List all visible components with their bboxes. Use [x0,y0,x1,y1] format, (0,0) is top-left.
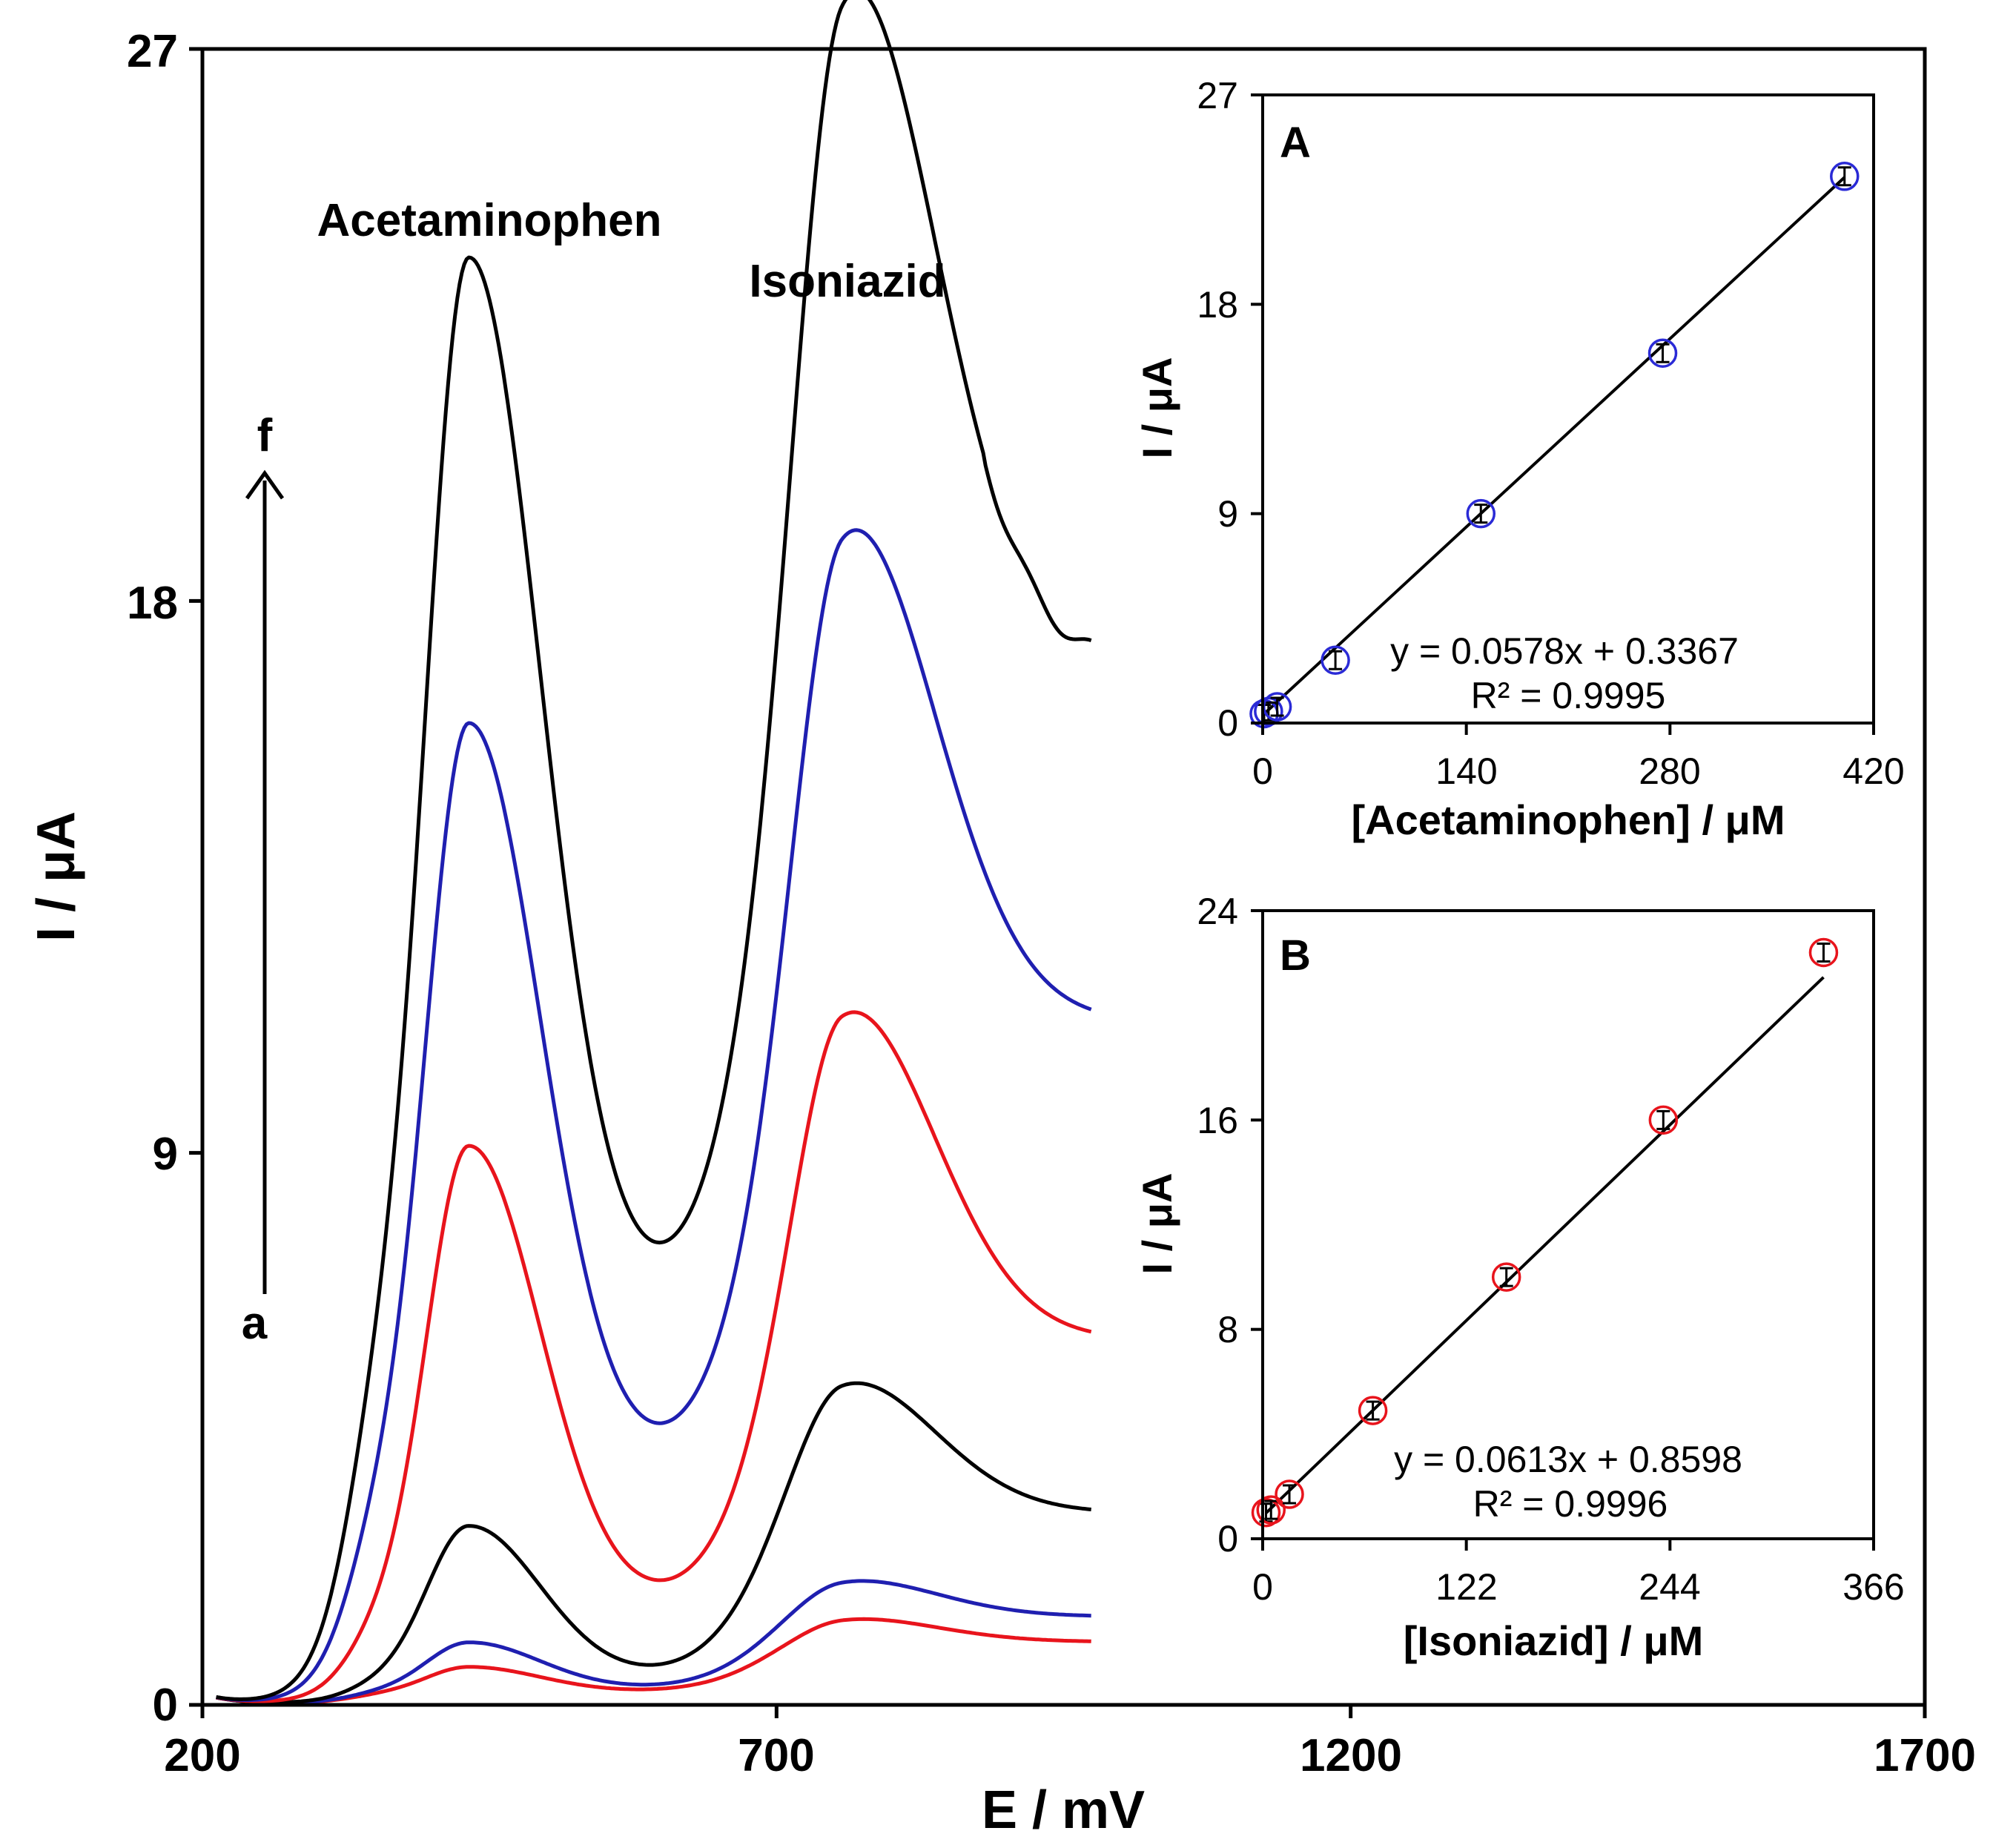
inset-b-x-tick-0: 0 [1252,1566,1273,1608]
main-y-tick-27: 27 [127,26,178,77]
inset-a-x-tick-0: 0 [1252,750,1273,792]
inset-b-y-axis-title: I / μA [1134,1173,1180,1275]
inset-b-frame [1261,909,1875,1540]
voltammogram-curve-f [216,0,1092,1701]
data-point [1251,1497,1281,1528]
inset-a-ticks [1251,93,1875,735]
inset-b-x-tick-122: 122 [1435,1566,1497,1608]
data-point [1466,498,1496,529]
inset-a-background [1263,95,1874,723]
inset-a-x-tick-420: 420 [1842,750,1904,792]
voltammogram-curve-b [216,1579,1091,1705]
main-x-tick-1700: 1700 [1874,1730,1976,1781]
concentration-arrow-head [245,469,285,500]
inset-b-x-tick-366: 366 [1842,1566,1904,1608]
inset-b-fit-equation: y = 0.0613x + 0.8598 [1394,1439,1742,1480]
inset-a-x-tick-280: 280 [1639,750,1700,792]
voltammogram-curves [216,0,1092,1705]
data-point [1256,1495,1286,1525]
inset-b-panel-label: B [1280,931,1311,980]
inset-b-x-axis-title: [Isoniazid] / μM [1404,1617,1703,1664]
main-voltammogram-plot: 0 9 18 27 200 700 1200 1700 E / mV I / μ… [27,0,1976,1840]
inset-b-r-squared: R² = 0.9996 [1473,1483,1668,1525]
data-point [1491,1262,1521,1292]
voltammogram-curve-c [216,1381,1091,1704]
inset-b-y-tick-0: 0 [1217,1518,1238,1560]
data-point [1275,1479,1304,1509]
inset-a-data [1249,162,1860,729]
inset-a-r-squared: R² = 0.9995 [1471,675,1666,716]
fit-line [1263,176,1846,716]
data-point [1808,937,1839,968]
inset-a-y-tick-9: 9 [1217,493,1238,535]
main-x-tick-700: 700 [738,1730,814,1781]
data-point [1647,338,1678,368]
inset-a-y-tick-18: 18 [1197,284,1238,326]
acetaminophen-peak-label: Acetaminophen [317,195,661,246]
inset-b-calibration-plot: B 0 8 16 24 0 122 244 366 [Isoniazid] / … [1134,891,1905,1664]
data-point [1358,1396,1388,1425]
inset-a-panel-label: A [1280,119,1311,167]
inset-b-ticks [1251,909,1875,1551]
data-point [1321,645,1350,676]
main-x-tick-1200: 1200 [1300,1730,1402,1781]
main-x-axis-title: E / mV [982,1781,1145,1840]
fit-line [1265,976,1825,1514]
inset-a-y-axis-title: I / μA [1134,357,1180,459]
inset-a-x-axis-title: [Acetaminophen] / μM [1352,796,1785,843]
main-plot-frame [200,47,1927,1707]
inset-b-x-tick-244: 244 [1639,1566,1700,1608]
inset-a-y-tick-27: 27 [1197,75,1238,116]
inset-a-y-tick-0: 0 [1217,702,1238,744]
main-y-tick-9: 9 [153,1129,178,1180]
main-y-tick-0: 0 [153,1680,178,1731]
inset-b-y-tick-16: 16 [1197,1100,1238,1141]
inset-a-fit-equation: y = 0.0578x + 0.3367 [1390,630,1739,672]
data-point [1830,162,1860,191]
main-y-tick-18: 18 [127,578,178,629]
voltammogram-curve-e [216,528,1092,1703]
voltammogram-curve-d [216,1010,1092,1703]
data-point [1648,1105,1679,1135]
inset-a-x-tick-140: 140 [1435,750,1497,792]
inset-a-calibration-plot: A 0 9 18 27 0 140 280 420 [Acetaminophen… [1134,75,1905,843]
arrow-label-a: a [242,1298,268,1349]
inset-b-y-tick-24: 24 [1197,891,1238,932]
main-y-axis-title: I / μA [27,811,86,942]
main-x-tick-200: 200 [164,1730,240,1781]
voltammogram-curve-a [216,1617,1091,1705]
inset-a-frame [1261,93,1875,725]
main-ticks [189,47,1927,1718]
inset-b-y-tick-8: 8 [1217,1309,1238,1350]
arrow-label-f: f [257,410,273,461]
inset-b-data [1251,937,1839,1528]
isoniazid-peak-label: Isoniazid [749,256,945,307]
